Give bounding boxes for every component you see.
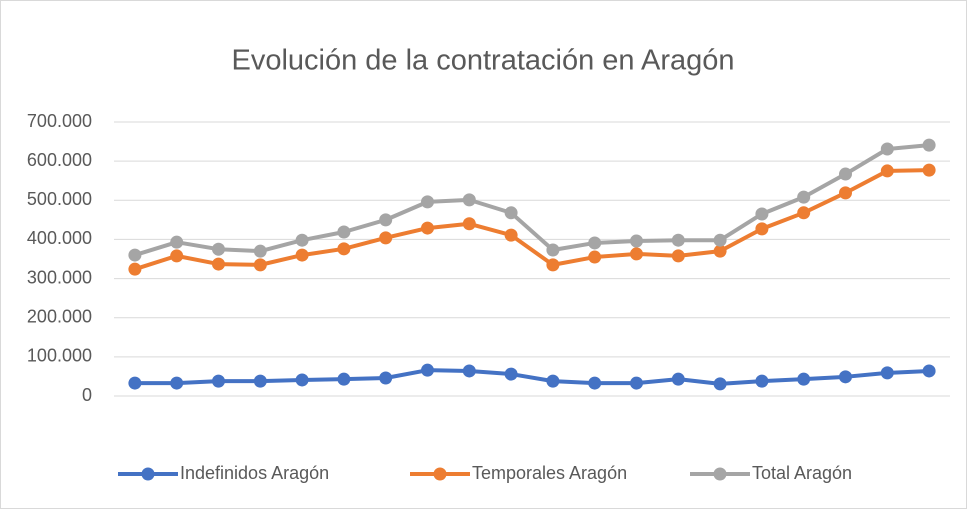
y-tick-label: 400.000 (27, 228, 92, 248)
data-point (337, 372, 351, 386)
data-point (880, 366, 894, 380)
data-point (713, 377, 727, 391)
data-point (128, 376, 142, 390)
y-tick-label: 700.000 (27, 111, 92, 131)
data-point (379, 371, 393, 385)
data-point (839, 186, 852, 200)
y-tick-label: 200.000 (27, 306, 92, 326)
data-point (504, 228, 518, 242)
data-point (880, 142, 894, 156)
data-point (421, 221, 434, 235)
y-tick-label: 600.000 (27, 150, 92, 170)
data-point (295, 373, 309, 387)
data-point (253, 374, 267, 388)
data-point (379, 213, 393, 227)
data-point (295, 233, 309, 247)
data-point (546, 374, 560, 388)
data-point (337, 242, 351, 256)
data-point (797, 190, 811, 204)
data-point (630, 376, 643, 390)
data-point (755, 222, 769, 236)
legend-label: Indefinidos Aragón (180, 463, 329, 483)
data-point (922, 138, 936, 152)
data-point (922, 163, 936, 177)
series-line (134, 368, 930, 386)
data-point (588, 250, 602, 264)
data-point (421, 363, 434, 377)
data-point (713, 233, 727, 247)
legend-marker (713, 467, 727, 481)
y-tick-label: 100.000 (27, 346, 92, 366)
data-point (713, 244, 727, 258)
legend-marker (141, 467, 155, 481)
data-point (922, 364, 936, 378)
data-point (671, 249, 685, 263)
data-point (797, 206, 811, 220)
data-point (462, 193, 476, 207)
data-point (212, 257, 225, 271)
data-point (880, 164, 894, 178)
data-point (295, 248, 309, 262)
data-point (755, 374, 769, 388)
chart-title: Evolución de la contratación en Aragón (231, 45, 734, 77)
series-line (134, 168, 930, 272)
data-point (212, 242, 225, 256)
data-point (337, 225, 351, 239)
y-tick-label: 300.000 (27, 267, 92, 287)
data-point (170, 235, 184, 249)
data-point (253, 258, 267, 272)
data-point (755, 207, 769, 221)
data-point (462, 364, 476, 378)
data-point (839, 167, 852, 181)
data-point (504, 367, 518, 381)
data-point (588, 236, 602, 250)
data-point (462, 217, 476, 231)
data-point (128, 262, 142, 276)
legend-label: Temporales Aragón (472, 463, 627, 483)
data-point (504, 206, 518, 220)
data-point (630, 234, 643, 248)
data-point (128, 248, 142, 262)
data-point (212, 374, 225, 388)
data-point (671, 372, 685, 386)
data-point (253, 244, 267, 258)
y-tick-label: 500.000 (27, 189, 92, 209)
series-line (134, 143, 930, 257)
data-point (170, 249, 184, 263)
data-point (839, 370, 852, 384)
data-point (797, 372, 811, 386)
data-point (588, 376, 602, 390)
data-point (379, 231, 393, 245)
data-point (546, 258, 560, 272)
data-point (546, 243, 560, 257)
data-point (421, 195, 434, 209)
data-point (671, 233, 685, 247)
y-tick-label: 0 (82, 385, 92, 405)
data-point (170, 376, 184, 390)
legend-marker (433, 467, 447, 481)
data-point (630, 247, 643, 261)
legend-label: Total Aragón (752, 463, 852, 483)
